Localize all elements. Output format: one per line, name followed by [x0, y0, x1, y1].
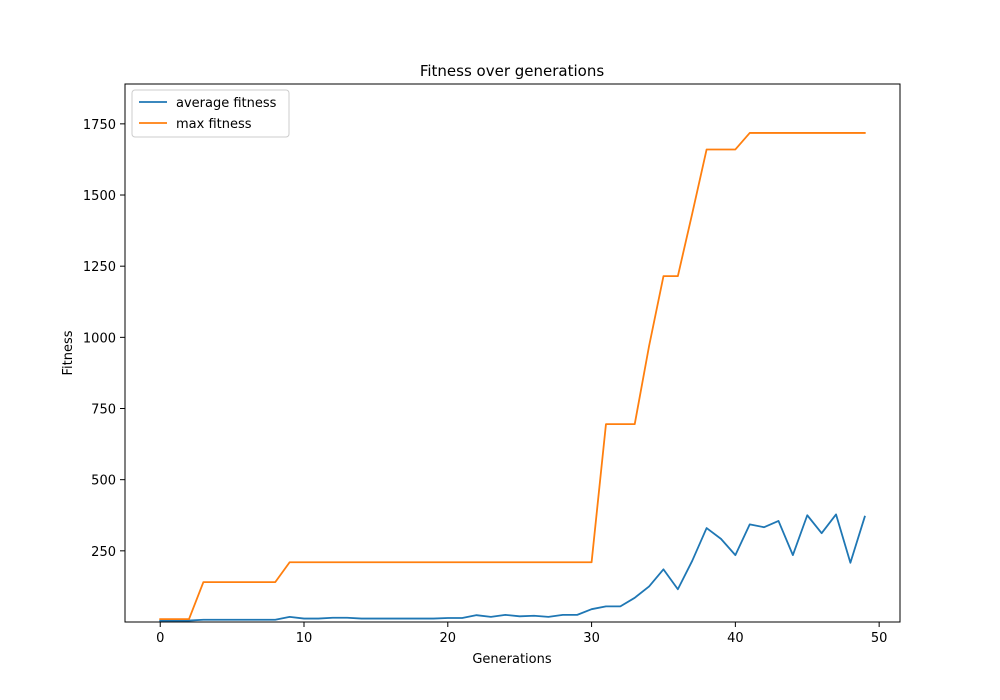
y-tick-label: 1750 — [83, 118, 116, 133]
y-tick-label: 1250 — [83, 260, 116, 275]
legend: average fitness max fitness — [131, 89, 290, 138]
y-axis: 250 500 750 1000 1250 1500 1750 — [83, 118, 125, 560]
legend-label-average-fitness: average fitness — [176, 96, 277, 111]
x-axis-label: Generations — [472, 652, 552, 667]
series-layer — [159, 132, 866, 622]
legend-box — [131, 89, 290, 138]
series-line-max-fitness — [159, 132, 866, 621]
plot-frame — [124, 83, 901, 623]
y-axis-label: Fitness — [61, 330, 76, 375]
y-tick-label: 1000 — [83, 331, 116, 346]
x-tick-label: 20 — [440, 631, 457, 646]
x-tick-label: 0 — [156, 631, 164, 646]
chart-title: Fitness over generations — [420, 62, 605, 80]
y-tick-label: 250 — [91, 545, 116, 560]
y-tick-label: 1500 — [83, 189, 116, 204]
y-tick-label: 500 — [91, 474, 116, 489]
legend-label-max-fitness: max fitness — [176, 117, 252, 132]
series-line-average-fitness — [159, 513, 866, 622]
x-tick-label: 50 — [871, 631, 888, 646]
x-axis: 0 10 20 30 40 50 — [156, 622, 887, 646]
y-tick-label: 750 — [91, 403, 116, 418]
x-tick-label: 30 — [583, 631, 600, 646]
x-tick-label: 10 — [296, 631, 313, 646]
x-tick-label: 40 — [727, 631, 744, 646]
